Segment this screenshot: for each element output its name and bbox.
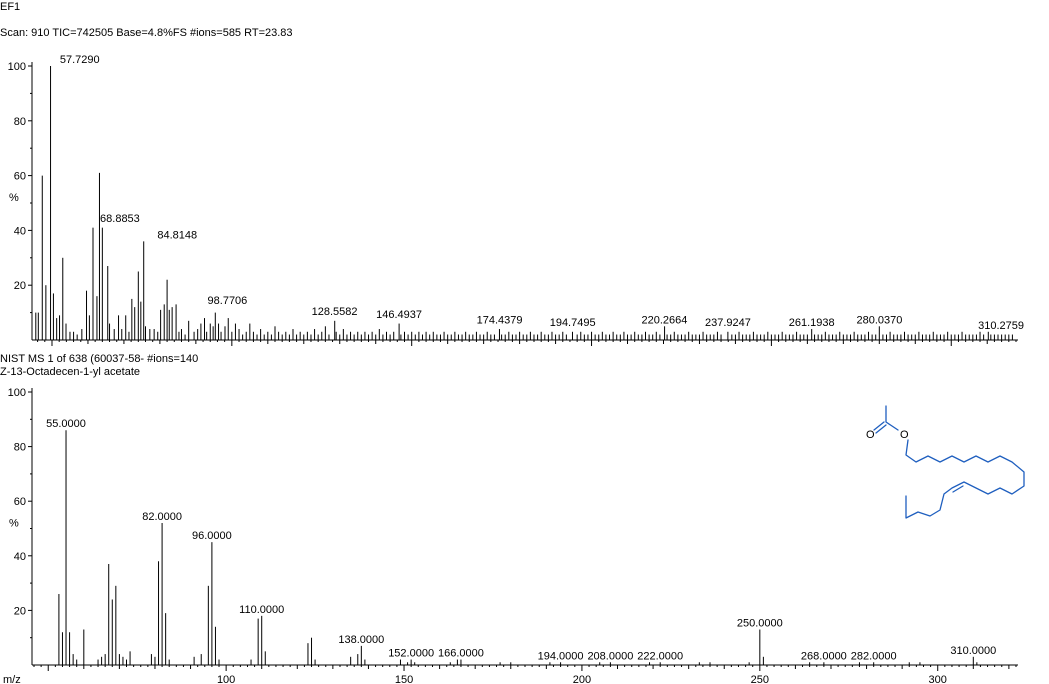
sample-spectrum-y-axis-label: % — [9, 192, 19, 204]
library-spectrum-y-tick-label: 100 — [8, 387, 26, 399]
structure-oxygen-ester: O — [900, 429, 909, 441]
sample-spectrum-peak-label: 128.5582 — [312, 306, 358, 318]
library-spectrum-peak-label: 222.0000 — [637, 650, 683, 662]
window-label: EF1 — [0, 1, 21, 13]
sample-spectrum-peak-label: 194.7495 — [550, 317, 596, 329]
library-spectrum-peak-label: 82.0000 — [142, 511, 182, 523]
library-spectrum-panel: 20 40 60 80 100% 100 150 200 250 300 m/z 55.0000 82.… — [3, 387, 1018, 684]
sample-spectrum-peak-label: 146.4937 — [376, 309, 422, 321]
compound-name: Z-13-Octadecen-1-yl acetate — [0, 366, 141, 378]
sample-spectrum-panel: 20 40 60 80 100% 57.7290 68.8853 84.8148 98.7706… — [8, 54, 1024, 346]
library-spectrum-x-tick-label: 300 — [929, 674, 947, 684]
structure-acetyl-bonds — [885, 405, 899, 431]
structure-chain-bonds — [905, 439, 1025, 519]
sample-spectrum-y-tick-label: 40 — [14, 225, 26, 237]
sample-spectrum-peak-label: 84.8148 — [157, 229, 197, 241]
library-spectrum-y-axis-label: % — [9, 518, 19, 530]
sample-spectrum-peak-label: 280.0370 — [856, 314, 902, 326]
library-spectrum-x-axis-label: m/z — [3, 674, 21, 684]
sample-spectrum-peak-label: 98.7706 — [208, 295, 248, 307]
library-spectrum-peak-label: 250.0000 — [737, 618, 783, 630]
sample-spectrum-peak-label: 174.4379 — [477, 314, 523, 326]
sample-spectrum-y-tick-label: 20 — [14, 280, 26, 292]
library-spectrum-y-tick-label: 80 — [14, 442, 26, 454]
structure-carbonyl-bond — [873, 421, 887, 434]
chemical-structure-drawing: O O — [866, 405, 1025, 519]
library-spectrum-peak-label: 138.0000 — [338, 634, 384, 646]
library-spectrum-peak-label: 55.0000 — [46, 418, 86, 430]
library-spectrum-y-tick-label: 20 — [14, 605, 26, 617]
library-spectrum-peak-label: 96.0000 — [192, 530, 232, 542]
library-spectrum-x-tick-label: 100 — [217, 674, 235, 684]
library-spectrum-y-tick-label: 60 — [14, 496, 26, 508]
library-spectrum-peak-label: 282.0000 — [851, 650, 897, 662]
library-spectrum-peak-label: 310.0000 — [950, 645, 996, 657]
sample-spectrum-peak-label: 237.9247 — [705, 317, 751, 329]
library-spectrum-peak-label: 152.0000 — [388, 648, 434, 660]
sample-spectrum-y-tick-label: 100 — [8, 61, 26, 73]
scan-info: Scan: 910 TIC=742505 Base=4.8%FS #ions=5… — [0, 27, 293, 39]
library-spectrum-peak-label: 166.0000 — [438, 648, 484, 660]
library-spectrum-peak-label: 208.0000 — [587, 650, 633, 662]
library-spectrum-peak-label: 194.0000 — [538, 650, 584, 662]
library-spectrum-x-tick-label: 200 — [573, 674, 591, 684]
sample-spectrum-peak-label: 57.7290 — [60, 54, 100, 66]
sample-spectrum-peak-label: 310.2759 — [978, 320, 1024, 332]
library-spectrum-peak-label: 268.0000 — [801, 650, 847, 662]
sample-spectrum-peak-label: 220.2664 — [642, 314, 688, 326]
sample-spectrum-peak-label: 68.8853 — [100, 213, 140, 225]
structure-oxygen-carbonyl: O — [866, 429, 875, 441]
library-spectrum-peak-label: 110.0000 — [239, 604, 284, 616]
library-spectrum-y-tick-label: 40 — [14, 551, 26, 563]
structure-double-bond — [952, 485, 964, 493]
sample-spectrum-y-tick-label: 60 — [14, 171, 26, 183]
library-spectrum-x-tick-label: 150 — [395, 674, 413, 684]
sample-spectrum-peak-label: 261.1938 — [789, 317, 835, 329]
library-spectrum-x-tick-label: 250 — [751, 674, 769, 684]
library-hit-info: NIST MS 1 of 638 (60037-58- #ions=140 — [0, 353, 199, 365]
sample-spectrum-y-tick-label: 80 — [14, 116, 26, 128]
